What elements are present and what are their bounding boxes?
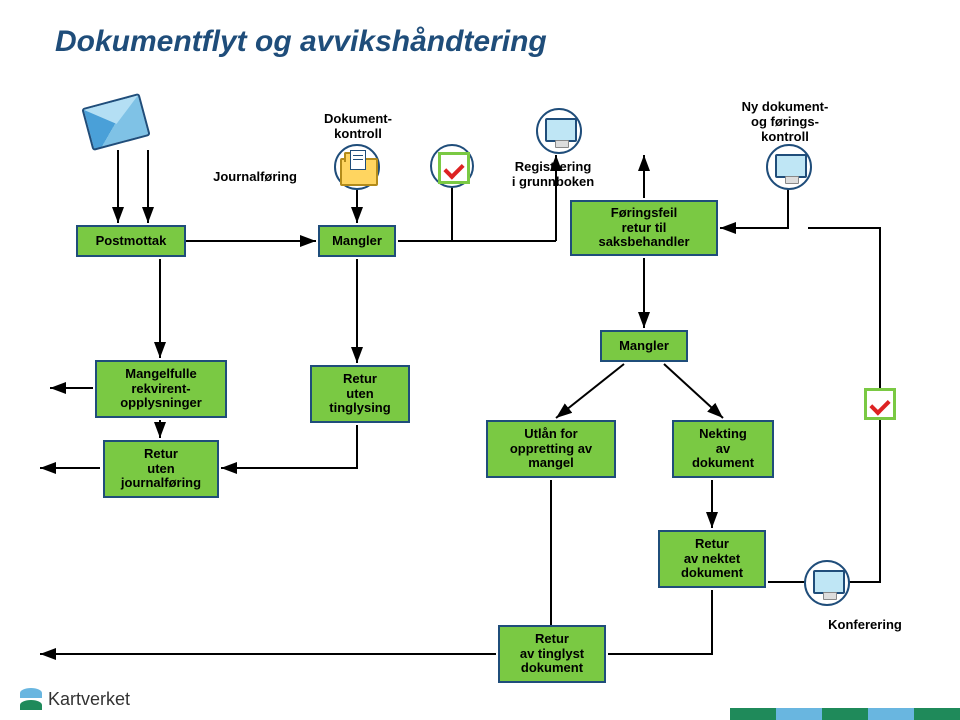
check-icon-1 [430, 144, 474, 188]
node-mangelfulle: Mangelfulle rekvirent- opplysninger [95, 360, 227, 418]
footer-stripes [730, 708, 960, 720]
monitor-icon-3 [804, 560, 850, 606]
node-retur-uten-journalforing: Retur uten journalføring [103, 440, 219, 498]
envelope-icon [81, 93, 150, 151]
label-dokumentkontroll: Dokument- kontroll [308, 112, 408, 142]
node-nekting: Nekting av dokument [672, 420, 774, 478]
label-konferering: Konferering [810, 618, 920, 633]
node-retur-uten-tinglysing: Retur uten tinglysing [310, 365, 410, 423]
node-retur-tinglyst: Retur av tinglyst dokument [498, 625, 606, 683]
page-title: Dokumentflyt og avvikshåndtering [55, 25, 547, 59]
node-utlan: Utlån for oppretting av mangel [486, 420, 616, 478]
folder-icon [334, 144, 380, 190]
label-journalforing: Journalføring [200, 170, 310, 185]
brand-name: Kartverket [48, 689, 130, 710]
brand-mark-icon [20, 688, 42, 710]
node-postmottak: Postmottak [76, 225, 186, 257]
node-mangler-1: Mangler [318, 225, 396, 257]
label-ny-dokument: Ny dokument- og førings- kontroll [720, 100, 850, 145]
node-foringsfeil: Føringsfeil retur til saksbehandler [570, 200, 718, 256]
node-retur-nektet: Retur av nektet dokument [658, 530, 766, 588]
check-icon-2 [862, 386, 898, 422]
monitor-icon-2 [766, 144, 812, 190]
brand-logo: Kartverket [20, 688, 130, 710]
label-registrering: Registrering i grunnboken [498, 160, 608, 190]
monitor-icon-1 [536, 108, 582, 154]
node-mangler-2: Mangler [600, 330, 688, 362]
